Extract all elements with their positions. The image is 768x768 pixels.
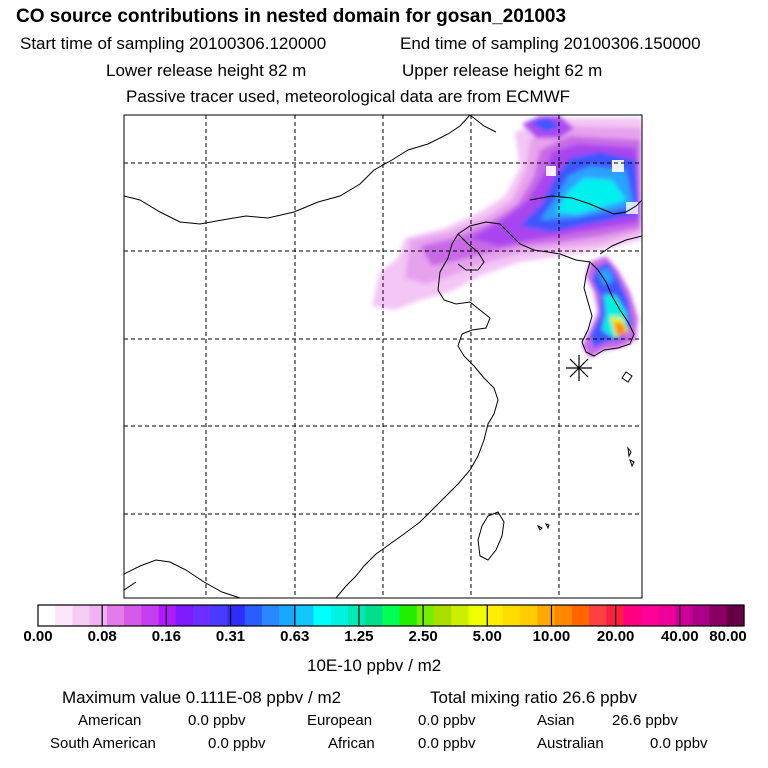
colorbar-cell [468, 605, 487, 626]
colorbar-cell [434, 605, 452, 626]
maximum-value-label: Maximum value 0.111E-08 ppbv / m2 [62, 688, 342, 707]
colorbar-dividers [101, 605, 681, 626]
colorbar-tick-label: 20.00 [596, 628, 635, 645]
colorbar-cell [192, 605, 211, 626]
colorbar-cell [382, 605, 401, 626]
region-value-american: 0.0 ppbv [188, 712, 246, 729]
colorbar-cell [72, 605, 91, 626]
colorbar-cell [675, 605, 693, 626]
colorbar-tick-label: 0.08 [87, 628, 117, 645]
colorbar-cell [520, 605, 538, 626]
colorbar-cell [279, 605, 297, 626]
colorbar-cell [175, 605, 194, 626]
colorbar-cell [141, 605, 160, 626]
region-name-australian: Australian [537, 735, 604, 752]
colorbar-cell [416, 605, 435, 626]
colorbar-cell [485, 605, 504, 626]
colorbar-cell [502, 605, 521, 626]
page-title: CO source contributions in nested domain… [16, 6, 567, 27]
total-mixing-ratio-label: Total mixing ratio 26.6 ppbv [430, 688, 637, 707]
colorbar-cell [571, 605, 590, 626]
colorbar-cell [158, 605, 177, 626]
map-frame [123, 114, 643, 599]
colorbar-cell [227, 605, 246, 626]
colorbar-tick-label: 5.00 [472, 628, 502, 645]
colorbar-tick-label: 2.50 [408, 628, 438, 645]
region-value-european: 0.0 ppbv [418, 712, 476, 729]
colorbar-tick-label: 10.00 [532, 628, 571, 645]
region-name-south-american: South American [50, 735, 156, 752]
colorbar-cell [451, 605, 470, 626]
region-name-african: African [328, 735, 375, 752]
colorbar-cell [55, 605, 74, 626]
colorbar-tick-label: 40.00 [661, 628, 699, 645]
region-value-australian: 0.0 ppbv [650, 735, 708, 752]
colorbar-cell [554, 605, 573, 626]
colorbar-tick-label: 0.31 [215, 628, 246, 645]
colorbar-cell [589, 605, 607, 626]
colorbar-cell [657, 605, 676, 626]
colorbar-cell [330, 605, 349, 626]
colorbar-cell [692, 605, 711, 626]
coastlines [124, 115, 642, 598]
colorbar-tick-label: 80.00 [709, 628, 747, 645]
lower-release-height-label: Lower release height 82 m [106, 61, 307, 80]
region-name-european: European [307, 712, 373, 729]
end-time-label: End time of sampling 20100306.150000 [400, 34, 701, 53]
colorbar-tick-label: 0.63 [280, 628, 310, 645]
colorbar-tick-label: 0.00 [23, 628, 53, 645]
colorbar-cell [210, 605, 229, 626]
colorbar-cell [709, 605, 728, 626]
region-name-asian: Asian [537, 712, 575, 729]
colorbar-cell [365, 605, 383, 626]
region-value-african: 0.0 ppbv [418, 735, 476, 752]
colorbar-cell [623, 605, 642, 626]
tracer-note: Passive tracer used, meteorological data… [126, 87, 571, 106]
concentration-field [372, 116, 642, 358]
colorbar-cells [38, 605, 745, 626]
colorbar-cell [38, 605, 56, 626]
colorbar-tick-label: 0.16 [151, 628, 181, 645]
colorbar-cell [106, 605, 125, 626]
colorbar-cell [537, 605, 556, 626]
region-value-asian: 26.6 ppbv [612, 712, 678, 729]
star-icon [566, 355, 592, 381]
colorbar-cell [124, 605, 142, 626]
colorbar-cell [347, 605, 366, 626]
colorbar-cell [726, 605, 745, 626]
grid-lines [124, 115, 642, 598]
colorbar-unit-label: 10E-10 ppbv / m2 [307, 656, 442, 675]
colorbar-frame [37, 604, 745, 627]
colorbar-cell [89, 605, 108, 626]
region-name-american: American [78, 712, 142, 729]
colorbar-cell [313, 605, 332, 626]
start-time-label: Start time of sampling 20100306.120000 [20, 34, 327, 53]
upper-release-height-label: Upper release height 62 m [402, 61, 603, 80]
colorbar-cell [244, 605, 263, 626]
colorbar-cell [296, 605, 315, 626]
colorbar-tick-label: 1.25 [344, 628, 374, 645]
colorbar-cell [261, 605, 280, 626]
region-value-south-american: 0.0 ppbv [208, 735, 266, 752]
colorbar-cell [399, 605, 418, 626]
colorbar-cell [640, 605, 659, 626]
